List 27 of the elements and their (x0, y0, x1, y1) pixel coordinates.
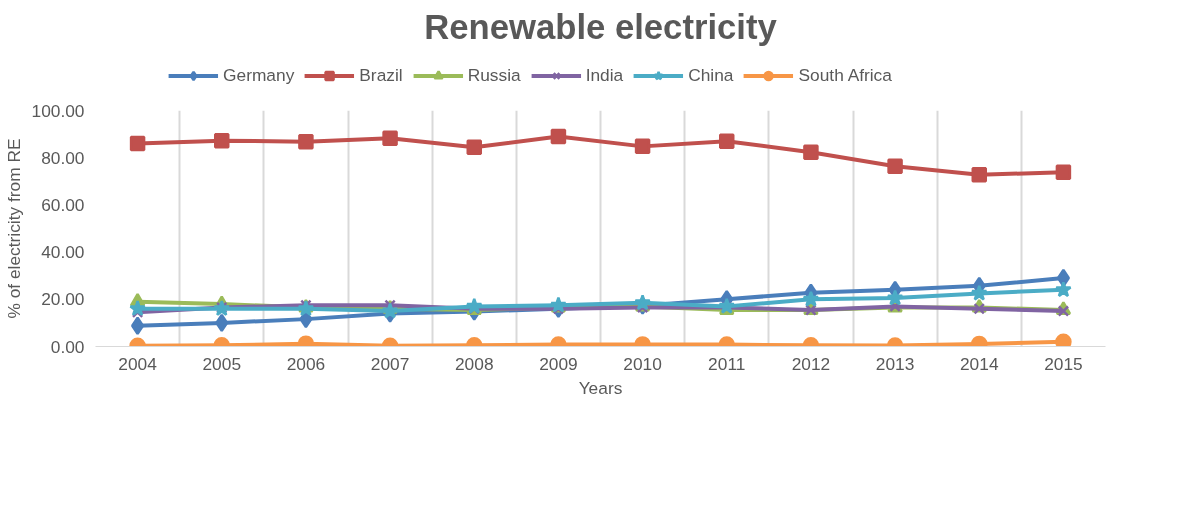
y-tick-label: 0.00 (50, 336, 85, 357)
y-tick-label: 60.00 (41, 194, 85, 215)
legend-label: Russia (467, 64, 521, 86)
x-tick-label: 2014 (959, 353, 999, 374)
x-tick-label: 2008 (454, 353, 494, 374)
x-tick-label: 2007 (370, 353, 410, 374)
y-tick-label: 100.00 (31, 100, 85, 121)
y-tick-label: 20.00 (41, 289, 85, 310)
x-tick-label: 2005 (202, 353, 242, 374)
legend-label: Germany (223, 64, 295, 86)
x-tick-label: 2004 (118, 353, 158, 374)
legend-label: India (585, 64, 624, 86)
legend-label: South Africa (798, 64, 892, 86)
x-tick-label: 2010 (623, 353, 662, 374)
x-axis-title: Years (578, 377, 623, 398)
y-tick-label: 40.00 (41, 242, 85, 263)
y-tick-label: 80.00 (41, 147, 85, 168)
x-tick-label: 2011 (708, 353, 746, 374)
x-tick-label: 2015 (1044, 353, 1083, 374)
x-tick-label: 2012 (791, 353, 831, 374)
x-tick-label: 2006 (286, 353, 326, 374)
x-tick-label: 2013 (875, 353, 915, 374)
legend-label: Brazil (359, 64, 403, 86)
chart-title: Renewable electricity (424, 7, 778, 46)
x-tick-label: 2009 (539, 353, 578, 374)
legend-label: China (688, 64, 734, 86)
y-axis-title: % of electricity from RE (3, 138, 24, 319)
